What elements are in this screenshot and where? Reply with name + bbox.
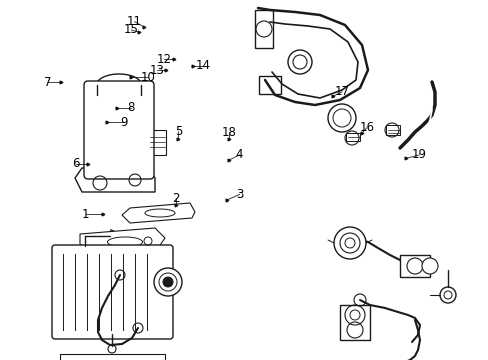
Text: 14: 14 [195,59,210,72]
Text: 10: 10 [140,71,155,84]
FancyBboxPatch shape [84,81,154,179]
Text: 19: 19 [411,148,426,161]
Text: 3: 3 [235,188,243,201]
Bar [254,10,272,48]
Circle shape [421,258,437,274]
Bar [132,105,142,121]
Bar [259,76,281,94]
Text: 6: 6 [72,157,80,170]
Bar [339,305,369,340]
FancyBboxPatch shape [52,245,173,339]
Circle shape [163,277,173,287]
Bar [148,130,165,155]
Bar [399,255,429,277]
Text: 9: 9 [120,116,127,129]
Bar [100,105,110,121]
Text: 5: 5 [174,125,182,138]
Polygon shape [122,203,195,223]
Text: 1: 1 [81,208,89,221]
Bar [385,125,399,135]
Circle shape [333,227,365,259]
Text: 17: 17 [334,85,349,98]
Text: 13: 13 [150,64,164,77]
Text: 16: 16 [359,121,373,134]
Text: 2: 2 [172,192,180,204]
Text: 15: 15 [123,23,138,36]
Text: 7: 7 [44,76,52,89]
Circle shape [349,310,359,320]
Text: 4: 4 [235,148,243,161]
Circle shape [327,104,355,132]
Text: 11: 11 [127,15,142,28]
Text: 8: 8 [127,102,135,114]
Text: 18: 18 [221,126,236,139]
Bar [346,133,359,141]
Text: 12: 12 [157,53,171,66]
Circle shape [154,268,182,296]
Polygon shape [80,228,164,254]
Bar [116,105,126,121]
